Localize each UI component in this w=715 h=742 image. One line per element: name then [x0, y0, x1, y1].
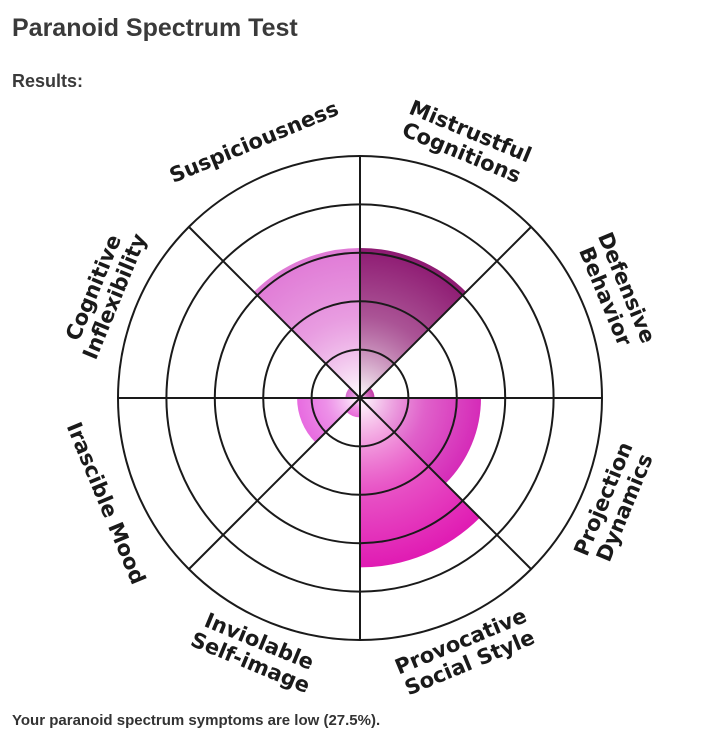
- paranoid-spectrum-chart: MistrustfulCognitions DefensiveBehavior Pr…: [40, 80, 680, 710]
- sector-provocative-social-style: [360, 398, 480, 568]
- category-label: DefensiveBehavior: [572, 229, 660, 356]
- category-label: CognitiveInflexibility: [57, 221, 152, 363]
- category-label: InviolableSelf-image: [187, 606, 322, 698]
- category-label: MistrustfulCognitions: [397, 96, 535, 189]
- grid-spoke: [359, 397, 532, 570]
- page-title: Paranoid Spectrum Test: [12, 14, 298, 42]
- sector-mistrustful-cognitions: [360, 247, 467, 398]
- category-label: ProjectionDynamics: [569, 438, 659, 567]
- grid-spoke: [188, 397, 361, 570]
- sector-inviolable-self-image: [346, 398, 360, 418]
- grid-spoke: [188, 226, 361, 399]
- sector-suspiciousness: [253, 247, 360, 398]
- category-label: Suspiciousness: [166, 96, 342, 187]
- grid-spoke: [359, 226, 532, 399]
- polar-area-chart: MistrustfulCognitions DefensiveBehavior Pr…: [57, 96, 660, 701]
- sector-projection-dynamics: [360, 398, 481, 484]
- category-label: Irascible Mood: [62, 419, 150, 588]
- results-label: Results:: [12, 71, 84, 91]
- category-label: ProvocativeSocial Style: [392, 604, 539, 701]
- result-summary: Your paranoid spectrum symptoms are low …: [12, 712, 381, 729]
